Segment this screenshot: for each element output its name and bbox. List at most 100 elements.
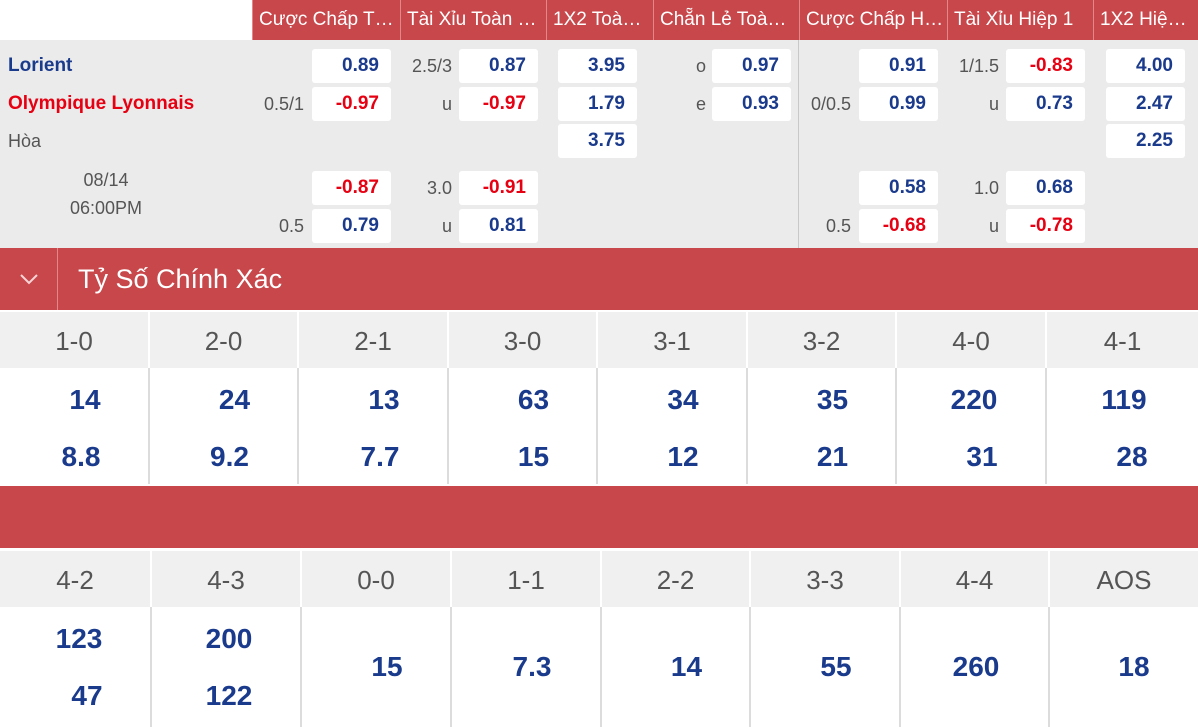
col-divider bbox=[749, 607, 751, 727]
odds-line: 0.5/1 bbox=[263, 94, 304, 114]
odds-cell[interactable]: -0.68 bbox=[859, 209, 938, 243]
header-blank bbox=[0, 0, 252, 40]
score-odds-single[interactable]: 18 bbox=[1118, 651, 1150, 682]
draw-label: Hòa bbox=[8, 131, 42, 151]
score-odds-away[interactable]: 8.8 bbox=[61, 441, 101, 472]
odds-line: 3.0 bbox=[426, 178, 452, 198]
score-label: 4-1 bbox=[1047, 312, 1198, 368]
match-date: 08/14 bbox=[83, 170, 129, 190]
section-title: Tỷ Số Chính Xác bbox=[78, 264, 283, 294]
score-odds-home[interactable]: 220 bbox=[950, 384, 998, 415]
section-header[interactable]: Tỷ Số Chính Xác bbox=[0, 248, 1198, 310]
score-odds-single[interactable]: 260 bbox=[952, 651, 1000, 682]
col-divider bbox=[300, 607, 302, 727]
score-odds-single[interactable]: 7.3 bbox=[512, 651, 552, 682]
score-odds-away[interactable]: 12 bbox=[667, 441, 699, 472]
score-odds-home[interactable]: 63 bbox=[517, 384, 550, 415]
score-odds-away[interactable]: 21 bbox=[816, 441, 849, 472]
odds-cell[interactable]: -0.87 bbox=[312, 171, 391, 205]
col-divider bbox=[596, 368, 598, 484]
odds-line: 0.5 bbox=[278, 216, 304, 236]
score-odds-away[interactable]: 9.2 bbox=[210, 441, 249, 472]
col-divider bbox=[447, 368, 449, 484]
odds-cell[interactable]: 0.99 bbox=[859, 87, 938, 121]
score-label: 0-0 bbox=[302, 551, 452, 607]
score-odds-home[interactable]: 13 bbox=[368, 384, 400, 415]
odds-cell[interactable]: 0.91 bbox=[859, 49, 938, 83]
col-ou-ft[interactable]: Tài Xỉu Toàn … bbox=[400, 0, 546, 40]
score-label: 1-1 bbox=[452, 551, 602, 607]
odds-cell[interactable]: -0.83 bbox=[1006, 49, 1085, 83]
score-odds-away[interactable]: 122 bbox=[205, 680, 253, 711]
col-handicap-ft[interactable]: Cược Chấp T… bbox=[252, 0, 400, 40]
score-odds-away[interactable]: 15 bbox=[517, 441, 550, 472]
odds-cell[interactable]: 0.87 bbox=[459, 49, 538, 83]
half-divider bbox=[798, 40, 799, 248]
score-odds-home[interactable]: 119 bbox=[1101, 384, 1147, 415]
score-odds-away[interactable]: 31 bbox=[966, 441, 998, 472]
score-odds-single[interactable]: 15 bbox=[371, 651, 403, 682]
odds-cell[interactable]: 0.81 bbox=[459, 209, 538, 243]
score-label: 4-3 bbox=[152, 551, 302, 607]
odds-cell[interactable]: 1.79 bbox=[558, 87, 637, 121]
scores-grid-2: 4-2 4-3 0-0 1-1 2-2 3-3 4-4 AOS 123 200 … bbox=[0, 551, 1198, 727]
home-team: Lorient bbox=[8, 55, 73, 76]
odds-cell[interactable]: 2.25 bbox=[1106, 124, 1185, 158]
col-1x2-h1[interactable]: 1X2 Hiệ… bbox=[1093, 0, 1198, 40]
score-odds-home[interactable]: 34 bbox=[667, 384, 699, 415]
col-1x2-ft[interactable]: 1X2 Toà… bbox=[546, 0, 653, 40]
score-label: 2-1 bbox=[299, 312, 449, 368]
away-team: Olympique Lyonnais bbox=[8, 93, 195, 114]
score-odds-single[interactable]: 14 bbox=[670, 651, 703, 682]
col-divider bbox=[450, 607, 452, 727]
odds-cell[interactable]: 4.00 bbox=[1106, 49, 1185, 83]
score-odds-away[interactable]: 28 bbox=[1116, 441, 1148, 472]
score-label: 4-0 bbox=[897, 312, 1047, 368]
score-odds-home[interactable]: 123 bbox=[55, 623, 103, 654]
odds-cell[interactable]: 0.58 bbox=[859, 171, 938, 205]
col-divider bbox=[600, 607, 602, 727]
chevron-down-icon[interactable] bbox=[0, 248, 58, 310]
odds-cell[interactable]: -0.78 bbox=[1006, 209, 1085, 243]
odds-cell[interactable]: 0.68 bbox=[1006, 171, 1085, 205]
score-odds-home[interactable]: 200 bbox=[205, 623, 253, 654]
score-label: AOS bbox=[1050, 551, 1198, 607]
scores-grid-1: 1-0 2-0 2-1 3-0 3-1 3-2 4-0 4-1 14 24 13… bbox=[0, 312, 1198, 484]
odds-line: 1.0 bbox=[973, 178, 999, 198]
score-odds-home[interactable]: 14 bbox=[69, 384, 101, 415]
score-label: 3-1 bbox=[598, 312, 748, 368]
odds-line: 0.5 bbox=[825, 216, 851, 236]
score-label: 3-3 bbox=[751, 551, 901, 607]
score-odds-away[interactable]: 47 bbox=[71, 680, 103, 711]
col-odd-even-ft[interactable]: Chẵn Lẻ Toà… bbox=[653, 0, 799, 40]
col-divider bbox=[1045, 368, 1047, 484]
score-label: 4-2 bbox=[0, 551, 152, 607]
odds-line: u bbox=[441, 216, 452, 236]
odds-line: u bbox=[441, 94, 452, 114]
odds-line: e bbox=[695, 94, 706, 114]
score-odds-away[interactable]: 7.7 bbox=[360, 441, 400, 472]
odds-cell[interactable]: 0.89 bbox=[312, 49, 391, 83]
score-odds-single[interactable]: 55 bbox=[820, 651, 852, 682]
score-odds-home[interactable]: 24 bbox=[218, 384, 251, 415]
odds-cell[interactable]: 3.75 bbox=[558, 124, 637, 158]
odds-panel: Lorient Olympique Lyonnais Hòa 08/14 06:… bbox=[0, 40, 1198, 248]
separator-band bbox=[0, 486, 1198, 548]
odds-cell[interactable]: 0.79 bbox=[312, 209, 391, 243]
col-divider bbox=[297, 368, 299, 484]
odds-cell[interactable]: -0.97 bbox=[459, 87, 538, 121]
score-label: 2-2 bbox=[602, 551, 751, 607]
col-handicap-h1[interactable]: Cược Chấp H… bbox=[799, 0, 947, 40]
odds-line: 0/0.5 bbox=[810, 94, 851, 114]
col-ou-h1[interactable]: Tài Xỉu Hiệp 1 bbox=[947, 0, 1093, 40]
odds-cell[interactable]: 0.93 bbox=[712, 87, 791, 121]
odds-cell[interactable]: 2.47 bbox=[1106, 87, 1185, 121]
odds-cell[interactable]: -0.97 bbox=[312, 87, 391, 121]
odds-cell[interactable]: 3.95 bbox=[558, 49, 637, 83]
odds-cell[interactable]: 0.97 bbox=[712, 49, 791, 83]
odds-cell[interactable]: 0.73 bbox=[1006, 87, 1085, 121]
score-label: 4-4 bbox=[901, 551, 1050, 607]
odds-line: u bbox=[988, 94, 999, 114]
odds-cell[interactable]: -0.91 bbox=[459, 171, 538, 205]
score-odds-home[interactable]: 35 bbox=[816, 384, 849, 415]
